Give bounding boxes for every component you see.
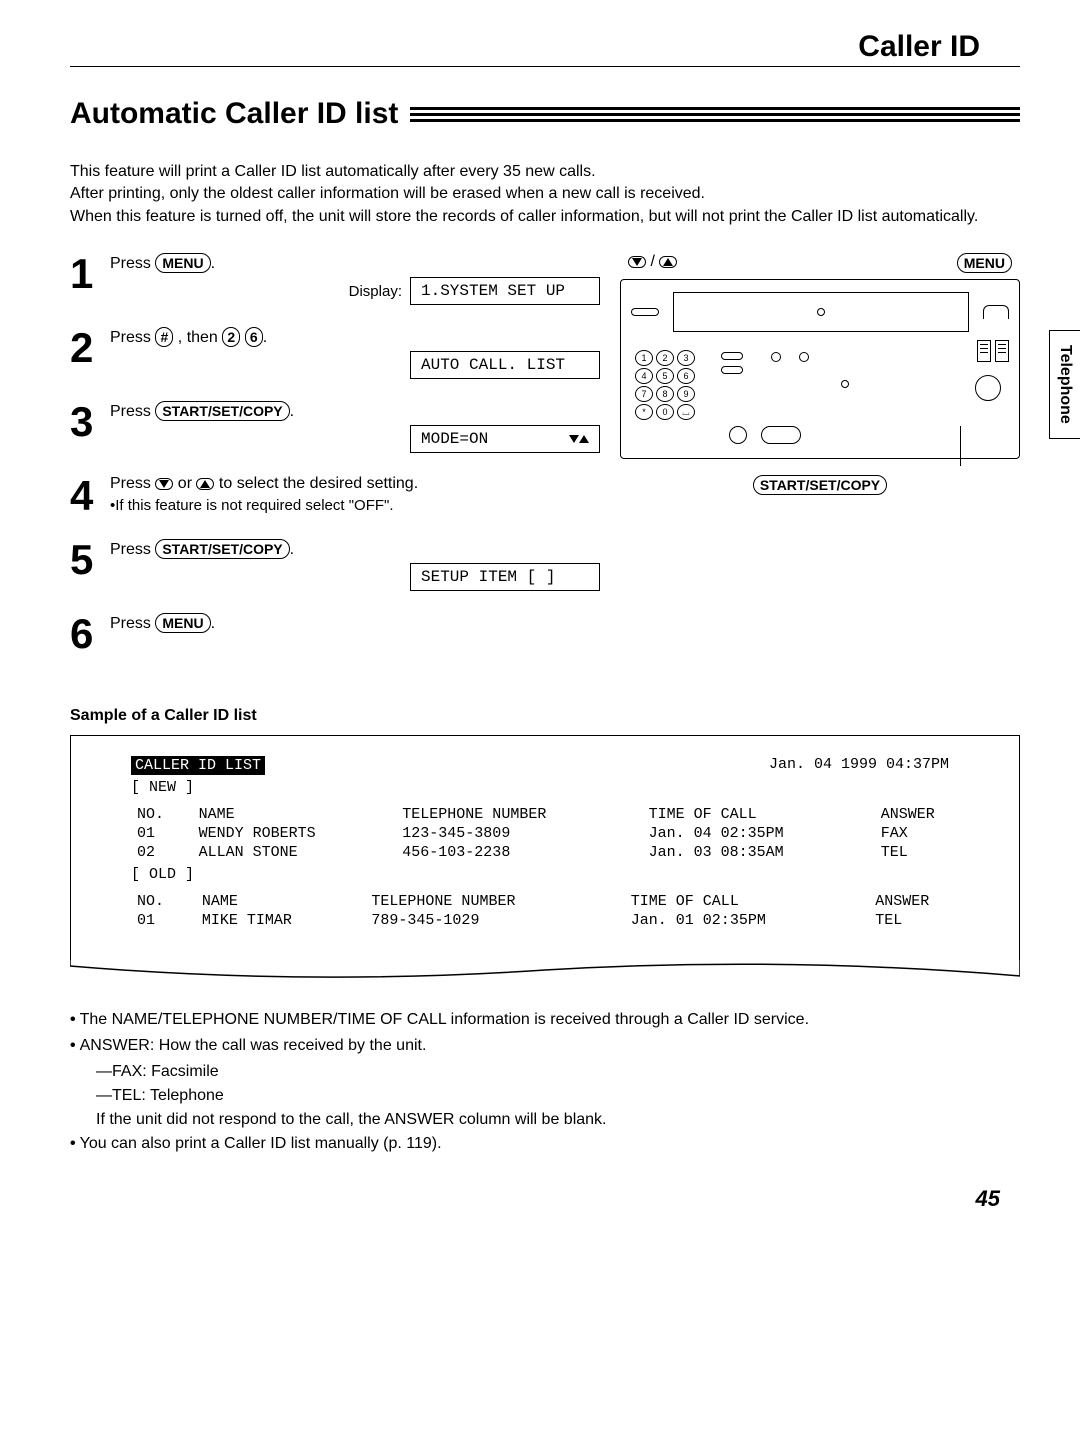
side-tab-telephone: Telephone: [1049, 330, 1080, 439]
hdr-ans-2: ANSWER: [869, 887, 979, 911]
lcd-2: AUTO CALL. LIST: [410, 351, 600, 379]
start-key-2: START/SET/COPY: [155, 539, 289, 559]
step-3-number: 3: [70, 401, 110, 453]
table-row: 01MIKE TIMAR789-345-1029Jan. 01 02:35PMT…: [131, 911, 979, 930]
step-1-text: Press: [110, 255, 155, 272]
start-label: START/SET/COPY: [753, 475, 887, 495]
step-4-sub: •If this feature is not required select …: [110, 497, 600, 514]
menu-key-2: MENU: [155, 613, 210, 633]
old-label: [ OLD ]: [131, 866, 979, 883]
notes-list: The NAME/TELEPHONE NUMBER/TIME OF CALL i…: [70, 1008, 1020, 1058]
note-2a: —FAX: Facsimile: [96, 1060, 1020, 1084]
step-5-number: 5: [70, 539, 110, 591]
hdr-name-2: NAME: [196, 887, 366, 911]
step-2-text-b: , then: [178, 329, 222, 346]
lcd-1: 1.SYSTEM SET UP: [410, 277, 600, 305]
up-arrow-key: [196, 478, 214, 490]
table-row: 01WENDY ROBERTS123-345-3809Jan. 04 02:35…: [131, 824, 979, 843]
header-rule: [70, 66, 1020, 67]
hdr-ans: ANSWER: [875, 800, 979, 824]
down-arrow-key: [155, 478, 173, 490]
hdr-name: NAME: [193, 800, 397, 824]
hdr-tel: TELEPHONE NUMBER: [396, 800, 642, 824]
header-caller-id: Caller ID: [70, 30, 1020, 64]
lcd-3: MODE=ON: [410, 425, 600, 453]
note-2: ANSWER: How the call was received by the…: [70, 1034, 1020, 1058]
intro-text: This feature will print a Caller ID list…: [70, 161, 1020, 228]
note-3: You can also print a Caller ID list manu…: [70, 1132, 1020, 1156]
device-illustration: 123 456 789 *0⌴: [620, 279, 1020, 459]
title-bars: [410, 107, 1020, 122]
new-label: [ NEW ]: [131, 779, 265, 796]
step-2-number: 2: [70, 327, 110, 379]
note-2b: —TEL: Telephone: [96, 1084, 1020, 1108]
note-1: The NAME/TELEPHONE NUMBER/TIME OF CALL i…: [70, 1008, 1020, 1032]
step-4-number: 4: [70, 475, 110, 517]
hash-key: #: [155, 327, 173, 347]
display-label: Display:: [349, 283, 402, 300]
sample-title: Sample of a Caller ID list: [70, 707, 1020, 725]
hdr-time: TIME OF CALL: [643, 800, 875, 824]
print-timestamp: Jan. 04 1999 04:37PM: [769, 756, 979, 773]
step-2-text-a: Press: [110, 329, 155, 346]
up-arrow-icon: [659, 256, 677, 268]
start-key: START/SET/COPY: [155, 401, 289, 421]
menu-key: MENU: [155, 253, 210, 273]
step-4-text-c: to select the desired setting.: [219, 475, 418, 492]
notes-list-2: You can also print a Caller ID list manu…: [70, 1132, 1020, 1156]
hdr-no-2: NO.: [131, 887, 196, 911]
step-6-text: Press: [110, 615, 155, 632]
page-number: 45: [70, 1186, 1020, 1212]
step-3-text: Press: [110, 403, 155, 420]
note-2c: If the unit did not respond to the call,…: [96, 1108, 1020, 1132]
menu-label: MENU: [957, 253, 1012, 273]
step-6-number: 6: [70, 613, 110, 655]
step-4-text-a: Press: [110, 475, 155, 492]
torn-edge: [70, 958, 1020, 988]
down-arrow-icon: [628, 256, 646, 268]
step-5-text: Press: [110, 541, 155, 558]
cid-list-title: CALLER ID LIST: [131, 756, 265, 775]
hdr-time-2: TIME OF CALL: [625, 887, 869, 911]
key-6: 6: [245, 327, 263, 347]
sample-box: CALLER ID LIST [ NEW ] Jan. 04 1999 04:3…: [70, 735, 1020, 960]
section-title: Automatic Caller ID list: [70, 97, 398, 131]
step-4-text-b: or: [178, 475, 197, 492]
key-2: 2: [222, 327, 240, 347]
step-1-number: 1: [70, 253, 110, 305]
hdr-tel-2: TELEPHONE NUMBER: [365, 887, 624, 911]
table-row: 02ALLAN STONE456-103-2238Jan. 03 08:35AM…: [131, 843, 979, 862]
lcd-5: SETUP ITEM [ ]: [410, 563, 600, 591]
hdr-no: NO.: [131, 800, 193, 824]
